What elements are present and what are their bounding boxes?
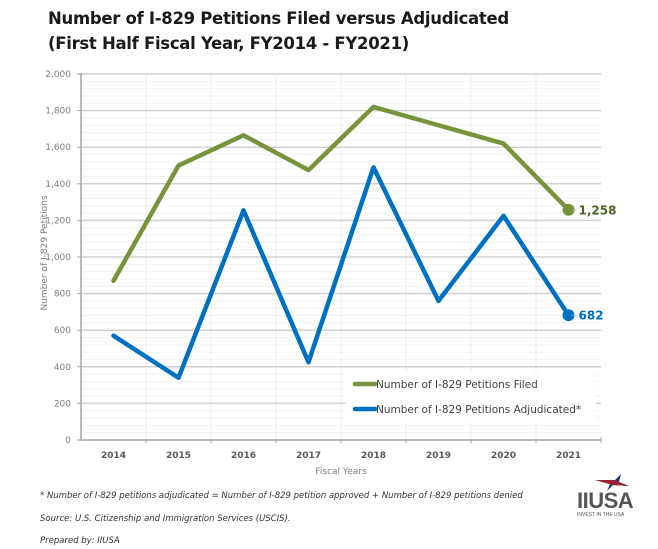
chart-subtitle: (First Half Fiscal Year, FY2014 - FY2021… <box>48 34 409 53</box>
y-tick-label: 1,000 <box>45 253 71 263</box>
y-tick-label: 0 <box>65 436 71 446</box>
x-tick-label: 2020 <box>491 451 516 461</box>
x-axis-ticks: 2014 2015 2016 2017 2018 2019 2020 2021 <box>101 440 602 461</box>
logo-wordmark: IIUSA <box>577 488 634 513</box>
footnote-source: Source: U.S. Citizenship and Immigration… <box>40 514 291 524</box>
y-tick-label: 1,400 <box>45 180 71 190</box>
y-axis-title: Number of I-829 Petitions <box>40 195 50 310</box>
major-gridlines <box>81 73 601 405</box>
footnote-definition: * Number of I-829 petitions adjudicated … <box>40 491 523 501</box>
star-icon <box>595 474 629 491</box>
x-tick-label: 2021 <box>556 451 581 461</box>
x-tick-label: 2016 <box>231 451 256 461</box>
legend: Number of I-829 Petitions Filed Number of… <box>346 372 596 422</box>
legend-label: Number of I-829 Petitions Adjudicated* <box>376 404 581 416</box>
iiusa-logo: IIUSA INVEST IN THE USA <box>577 472 647 522</box>
y-tick-label: 800 <box>54 290 71 300</box>
footnote-prepared-by: Prepared by: IIUSA <box>40 536 120 546</box>
y-axis-ticks: 0 200 400 600 800 1,000 1,200 1,400 1,600 1,800 2,… <box>45 70 81 446</box>
y-tick-label: 200 <box>54 399 71 409</box>
series-line-0 <box>111 104 571 284</box>
chart-title-line1: Number of I-829 Petitions Filed versus A… <box>48 9 509 28</box>
y-tick-label: 1,600 <box>45 143 71 153</box>
end-marker <box>562 309 575 322</box>
series-lines: 1,258 682 <box>111 104 617 381</box>
x-tick-label: 2014 <box>101 451 126 461</box>
x-tick-label: 2018 <box>361 451 386 461</box>
y-tick-label: 1,800 <box>45 107 71 117</box>
x-axis-title: Fiscal Years <box>315 467 367 477</box>
x-tick-label: 2019 <box>426 451 451 461</box>
y-tick-label: 600 <box>54 326 71 336</box>
end-marker <box>562 203 575 216</box>
logo-tagline: INVEST IN THE USA <box>577 512 625 518</box>
end-data-label: 1,258 <box>579 203 617 217</box>
x-tick-label: 2015 <box>166 451 191 461</box>
y-tick-label: 2,000 <box>45 70 71 80</box>
chart-title: Number of I-829 Petitions Filed versus A… <box>48 6 509 56</box>
end-data-label: 682 <box>579 309 604 323</box>
series-line-1 <box>111 165 571 381</box>
legend-label: Number of I-829 Petitions Filed <box>376 379 538 391</box>
x-tick-label: 2017 <box>296 451 321 461</box>
y-tick-label: 400 <box>54 363 71 373</box>
y-tick-label: 1,200 <box>45 216 71 226</box>
legend-background <box>346 372 596 422</box>
